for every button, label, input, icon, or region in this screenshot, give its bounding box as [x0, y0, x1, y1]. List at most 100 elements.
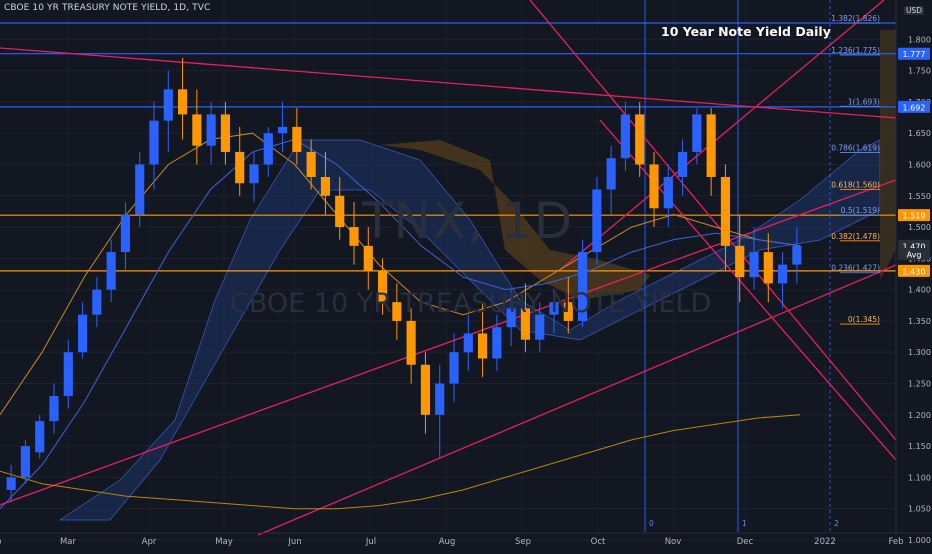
candle-body — [249, 164, 259, 184]
candle-body — [720, 176, 730, 246]
candle-body — [35, 421, 45, 453]
candle-body — [235, 151, 245, 184]
x-tick-label: May — [215, 537, 233, 547]
candle-body — [663, 176, 673, 209]
fib-level-label: 0.382(1.478) — [831, 232, 880, 241]
y-tick-label: 1.250 — [908, 380, 931, 389]
candle-body — [478, 333, 488, 359]
fib-level-label: 1.236(1.775) — [831, 46, 880, 55]
x-tick-label: Mar — [60, 537, 77, 547]
x-tick-label: Dec — [737, 537, 754, 547]
candle-body — [220, 114, 230, 152]
fib-time-label: 1 — [742, 519, 747, 528]
candle-body — [535, 314, 545, 340]
candle-body — [320, 176, 330, 196]
candle-body — [792, 245, 802, 265]
grid-lines — [0, 38, 896, 541]
x-tick-label: Feb — [0, 537, 2, 547]
y-tick-label: 1.400 — [908, 286, 931, 295]
trendline — [599, 119, 897, 461]
y-tick-label: 1.600 — [908, 160, 931, 169]
fib-level-label: 1.382(1.826) — [831, 14, 880, 23]
moving-average-ma200 — [0, 414, 801, 510]
candle-body — [120, 214, 130, 253]
candle-body — [706, 114, 716, 177]
fib-level-label: 0.786(1.619) — [831, 144, 880, 153]
fib-level-label: 0.618(1.560) — [831, 181, 880, 190]
x-tick-label: Aug — [439, 537, 456, 547]
candle-body — [349, 227, 359, 246]
price-axis-label-bg — [898, 209, 930, 222]
candle-body — [463, 333, 473, 353]
y-tick-label: 1.550 — [908, 192, 931, 201]
candle-body — [292, 126, 302, 152]
candle-body — [506, 308, 516, 328]
candle-body — [363, 245, 373, 271]
chart-title: 10 Year Note Yield Daily — [661, 24, 831, 39]
fib-level-label: 1(1.693) — [848, 97, 880, 106]
candle-body — [206, 114, 216, 146]
trendline — [559, 0, 886, 271]
candle-body — [135, 164, 145, 215]
trendline — [0, 179, 897, 506]
y-tick-label: 1.650 — [908, 129, 931, 138]
candle-body — [392, 302, 402, 321]
candle-body — [578, 252, 588, 321]
candle-body — [520, 308, 530, 340]
candle-body — [63, 352, 73, 397]
candle-body — [778, 264, 788, 284]
moving-averages — [0, 132, 801, 510]
candle-body — [606, 158, 616, 190]
price-axis-label: 1.470 — [903, 242, 926, 251]
symbol-header: CBOE 10 YR TREASURY NOTE YIELD, 1D, TVC — [4, 3, 211, 13]
price-axis-label: 1.519 — [903, 212, 926, 221]
y-tick-label: 1.350 — [908, 317, 931, 326]
trendline — [257, 264, 897, 536]
price-axis-label: 1.692 — [903, 103, 926, 112]
y-tick-label: 1.050 — [908, 505, 931, 514]
trendlines — [0, 0, 897, 536]
candle-body — [749, 252, 759, 278]
y-tick-label: 1.150 — [908, 442, 931, 451]
candle-body — [78, 314, 88, 353]
y-tick-label: 1.800 — [908, 35, 931, 44]
cloud-right-strip — [880, 30, 896, 280]
candle-body — [406, 320, 416, 365]
x-tick-label: Jul — [365, 537, 376, 547]
moving-average-ma_orange — [0, 132, 801, 416]
price-axis-label: Avg — [907, 250, 922, 259]
fib-level-label: 0.236(1.427) — [831, 264, 880, 273]
y-tick-label: 1.750 — [908, 67, 931, 76]
candle-body — [420, 364, 430, 415]
candle-body — [592, 189, 602, 253]
candle-body — [263, 133, 273, 165]
x-tick-label: Jun — [287, 537, 301, 547]
price-axis-label: 1.430 — [903, 267, 926, 276]
candle-body — [678, 151, 688, 177]
fib-time-label: 2 — [834, 519, 839, 528]
candle-body — [163, 89, 173, 121]
candle-body — [735, 245, 745, 278]
y-tick-label: 1.000 — [908, 536, 931, 545]
candle-body — [620, 114, 630, 159]
y-tick-label: 1.200 — [908, 411, 931, 420]
candle-body — [435, 383, 445, 415]
candle-body — [563, 302, 573, 321]
watermark-name: CBOE 10 YR TREASURY NOTE YIELD — [230, 288, 712, 319]
x-tick-label: Oct — [591, 537, 606, 547]
x-tick-label: Nov — [665, 537, 682, 547]
candle-body — [6, 477, 16, 490]
x-tick-label: Sep — [515, 537, 531, 547]
y-tick-label: 1.100 — [908, 473, 931, 482]
trendline — [0, 47, 897, 119]
candle-body — [306, 151, 316, 177]
candle-body — [378, 270, 388, 303]
candle-body — [335, 195, 345, 228]
candles — [6, 58, 802, 503]
y-tick-label: 1.300 — [908, 348, 931, 357]
fib-level-label: 0.5(1.519) — [841, 206, 880, 215]
candle-body — [106, 252, 116, 290]
moving-average-ma_blue — [0, 138, 801, 510]
